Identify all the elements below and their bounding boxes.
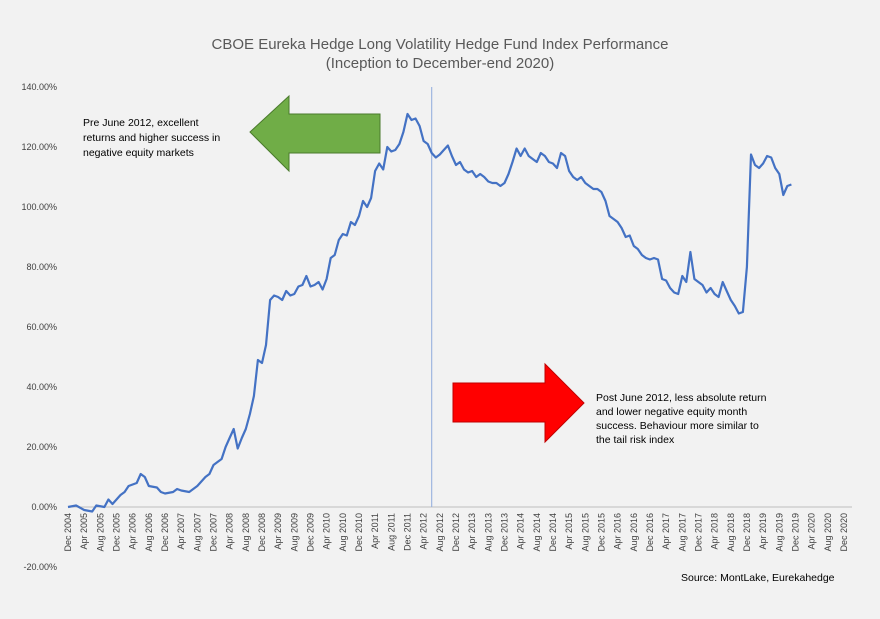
y-tick-label: 120.00% bbox=[21, 142, 57, 152]
x-tick-label: Apr 2015 bbox=[564, 513, 574, 550]
x-tick-label: Apr 2016 bbox=[613, 513, 623, 550]
x-tick-label: Aug 2006 bbox=[144, 513, 154, 552]
x-tick-label: Dec 2017 bbox=[693, 513, 703, 552]
annotation-pre-line-1: Pre June 2012, excellent bbox=[83, 117, 199, 129]
x-tick-label: Aug 2014 bbox=[532, 513, 542, 552]
chart-title-line-1: CBOE Eureka Hedge Long Volatility Hedge … bbox=[212, 36, 669, 53]
annotation-post-line-1: Post June 2012, less absolute return bbox=[596, 392, 767, 404]
y-tick-label: 140.00% bbox=[21, 82, 57, 92]
x-tick-label: Apr 2017 bbox=[661, 513, 671, 550]
annotation-post-line-2: and lower negative equity month bbox=[596, 406, 747, 418]
x-tick-label: Aug 2019 bbox=[774, 513, 784, 552]
x-tick-label: Dec 2020 bbox=[839, 513, 849, 552]
x-tick-label: Dec 2014 bbox=[548, 513, 558, 552]
left-arrow-shape bbox=[249, 94, 381, 173]
x-tick-label: Apr 2014 bbox=[516, 513, 526, 550]
annotation-pre-june-2012: Pre June 2012, excellent returns and hig… bbox=[83, 117, 220, 159]
y-tick-label: 20.00% bbox=[26, 442, 57, 452]
right-arrow-shape bbox=[452, 362, 585, 444]
x-tick-label: Aug 2013 bbox=[483, 513, 493, 552]
x-tick-label: Aug 2008 bbox=[241, 513, 251, 552]
annotation-pre-line-3: negative equity markets bbox=[83, 147, 194, 159]
x-tick-label: Aug 2010 bbox=[338, 513, 348, 552]
x-tick-label: Dec 2007 bbox=[208, 513, 218, 552]
x-tick-label: Aug 2009 bbox=[289, 513, 299, 552]
annotation-post-line-3: success. Behaviour more similar to bbox=[596, 420, 759, 432]
annotation-pre-line-2: returns and higher success in bbox=[83, 132, 220, 144]
x-tick-label: Apr 2018 bbox=[710, 513, 720, 550]
annotation-post-line-4: the tail risk index bbox=[596, 434, 675, 446]
y-tick-label: -20.00% bbox=[23, 562, 57, 572]
x-tick-label: Apr 2020 bbox=[807, 513, 817, 550]
x-tick-label: Apr 2012 bbox=[419, 513, 429, 550]
x-tick-label: Apr 2006 bbox=[128, 513, 138, 550]
x-tick-label: Dec 2010 bbox=[354, 513, 364, 552]
x-tick-label: Apr 2008 bbox=[225, 513, 235, 550]
x-tick-label: Apr 2011 bbox=[370, 513, 380, 549]
x-tick-label: Aug 2005 bbox=[95, 513, 105, 552]
x-tick-label: Dec 2008 bbox=[257, 513, 267, 552]
x-tick-label: Dec 2006 bbox=[160, 513, 170, 552]
x-tick-label: Aug 2020 bbox=[823, 513, 833, 552]
x-tick-label: Apr 2007 bbox=[176, 513, 186, 550]
x-tick-label: Dec 2015 bbox=[596, 513, 606, 552]
y-tick-label: 80.00% bbox=[26, 262, 57, 272]
x-tick-label: Apr 2009 bbox=[273, 513, 283, 550]
y-axis: 140.00% 120.00% 100.00% 80.00% 60.00% 40.00% 2… bbox=[21, 82, 57, 572]
x-tick-label: Dec 2013 bbox=[499, 513, 509, 552]
chart-title-line-2: (Inception to December-end 2020) bbox=[326, 55, 554, 72]
x-tick-label: Dec 2012 bbox=[451, 513, 461, 552]
x-tick-label: Dec 2019 bbox=[790, 513, 800, 552]
y-tick-label: 100.00% bbox=[21, 202, 57, 212]
x-tick-label: Aug 2018 bbox=[726, 513, 736, 552]
annotation-post-june-2012: Post June 2012, less absolute return and… bbox=[596, 392, 767, 446]
x-tick-label: Aug 2011 bbox=[386, 513, 396, 551]
x-tick-label: Dec 2011 bbox=[402, 513, 412, 551]
x-tick-label: Aug 2007 bbox=[192, 513, 202, 552]
x-tick-label: Dec 2005 bbox=[111, 513, 121, 552]
x-tick-label: Apr 2013 bbox=[467, 513, 477, 550]
series-line bbox=[67, 112, 792, 513]
y-tick-label: 0.00% bbox=[31, 502, 57, 512]
x-tick-label: Apr 2005 bbox=[79, 513, 89, 550]
x-tick-label: Dec 2004 bbox=[63, 513, 73, 552]
x-tick-label: Dec 2016 bbox=[645, 513, 655, 552]
source-text: Source: MontLake, Eurekahedge bbox=[681, 572, 835, 584]
x-tick-label: Apr 2019 bbox=[758, 513, 768, 550]
y-tick-label: 60.00% bbox=[26, 322, 57, 332]
x-tick-label: Aug 2015 bbox=[580, 513, 590, 552]
x-tick-label: Aug 2012 bbox=[435, 513, 445, 552]
x-tick-label: Dec 2018 bbox=[742, 513, 752, 552]
x-axis: Dec 2004 Apr 2005 Aug 2005 Dec 2005 Apr 2006… bbox=[63, 506, 852, 552]
x-tick-label: Aug 2016 bbox=[629, 513, 639, 552]
x-tick-label: Aug 2017 bbox=[677, 513, 687, 552]
x-tick-label: Apr 2010 bbox=[322, 513, 332, 550]
y-tick-label: 40.00% bbox=[26, 382, 57, 392]
x-tick-label: Dec 2009 bbox=[305, 513, 315, 552]
